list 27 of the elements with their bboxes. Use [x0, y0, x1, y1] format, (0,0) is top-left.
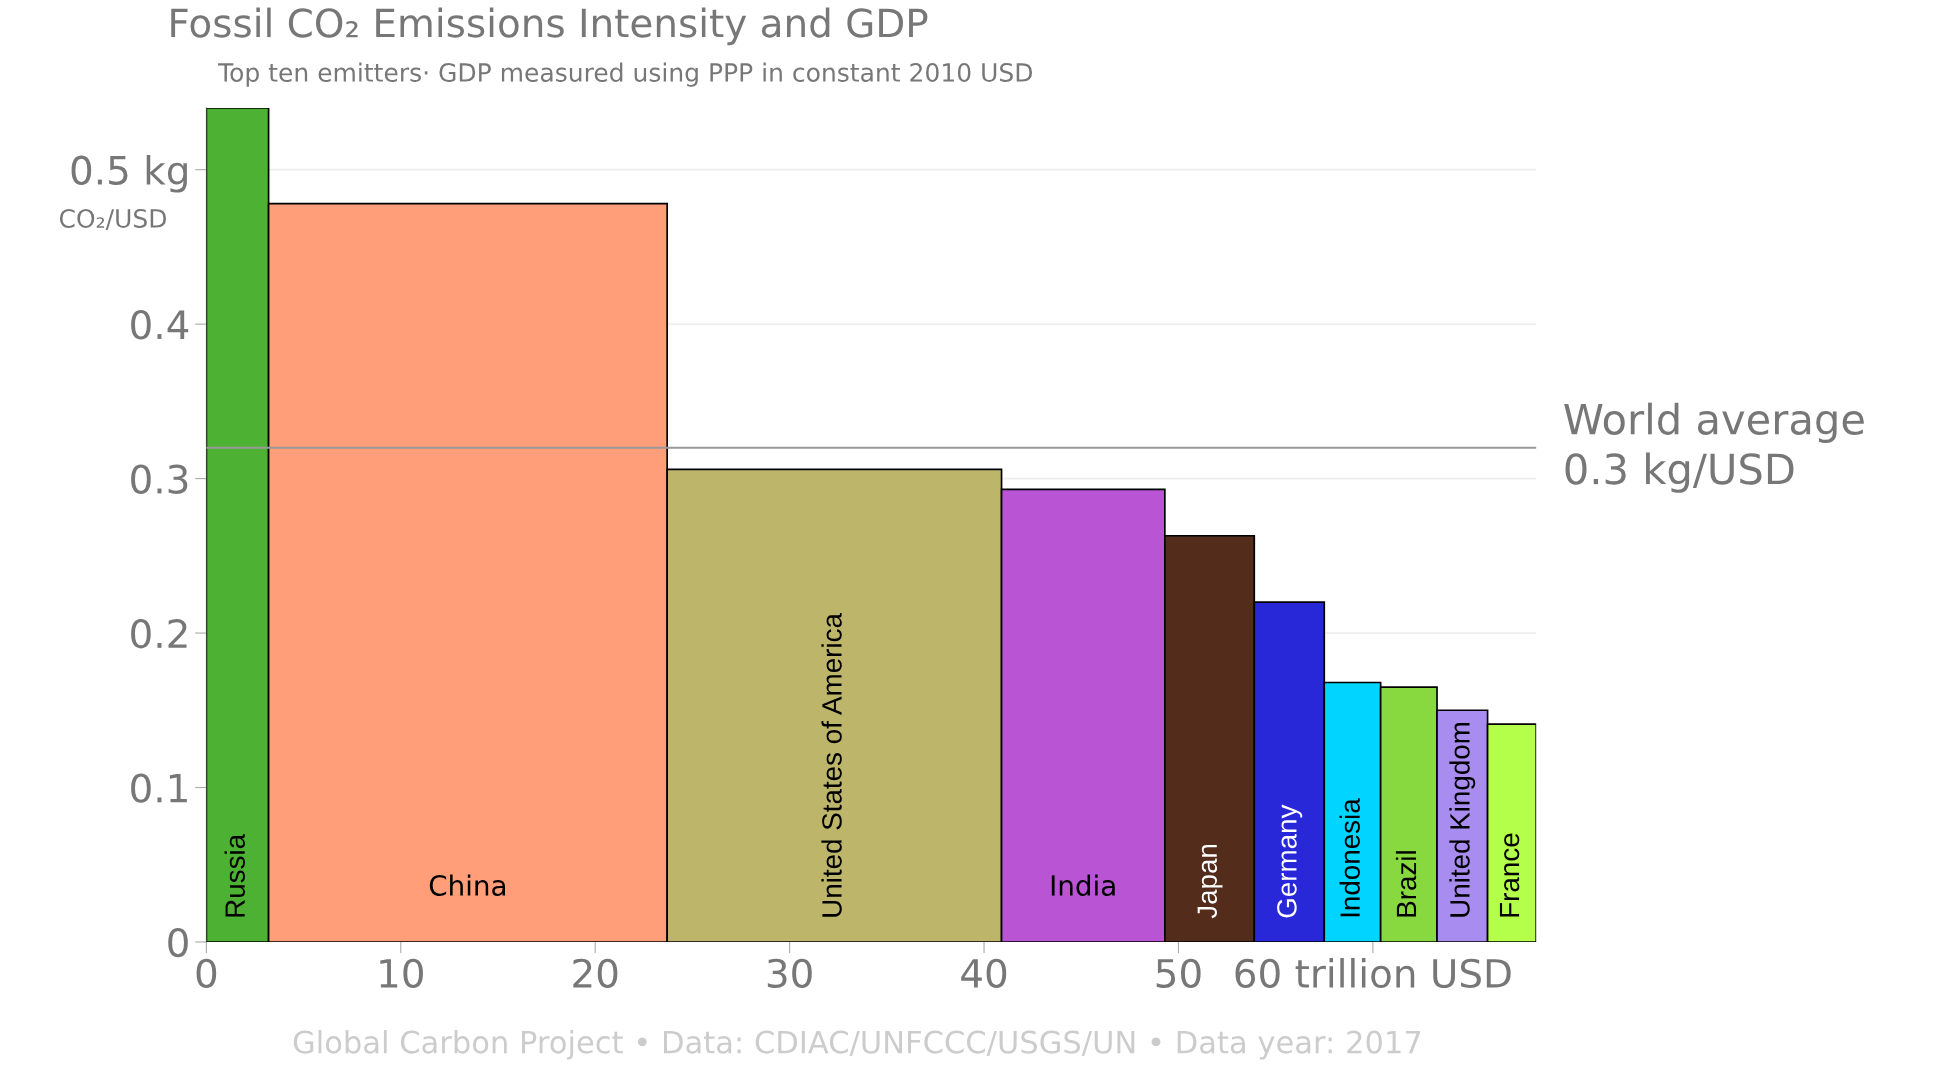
x-tick-label: 50 [1156, 958, 1201, 989]
y-tick-label: 0.4 [131, 310, 189, 340]
category-label: India [1051, 874, 1115, 896]
category-label: United Kingdom [1449, 722, 1476, 917]
x-tick-label: 60 trillion USD [1235, 957, 1511, 989]
category-label: France [1499, 833, 1520, 917]
y-tick-label: 0 [168, 927, 188, 958]
ref-line-label: World average 0.3 kg/USD [1564, 402, 1864, 493]
y-tick-label: 0.5 kg [71, 154, 187, 193]
x-tick-label: 40 [961, 958, 1007, 989]
category-label: Japan [1197, 844, 1223, 919]
category-label: Brazil [1395, 851, 1417, 917]
category-label: United States of America [821, 613, 842, 917]
category-label: Indonesia [1339, 798, 1360, 917]
x-tick-label: 10 [380, 958, 423, 989]
y-tick-label: 0.1 [131, 773, 187, 803]
x-tick-label: 0 [196, 958, 217, 989]
chart-subtitle: Top ten emitters· GDP measured using PPP in constant 2010 USD [217, 62, 1033, 87]
x-tick-label: 20 [573, 958, 618, 989]
y-axis-title: CO₂/USD [59, 209, 167, 230]
y-tick-label: 0.3 [131, 464, 188, 494]
chart-title: Fossil CO₂ Emissions Intensity and GDP [171, 7, 928, 46]
y-tick-label: 0.2 [131, 618, 187, 649]
category-label: Germany [1277, 804, 1303, 918]
category-label: China [429, 874, 506, 896]
category-label: Russia [224, 833, 245, 917]
x-tick-label: 30 [767, 958, 812, 989]
